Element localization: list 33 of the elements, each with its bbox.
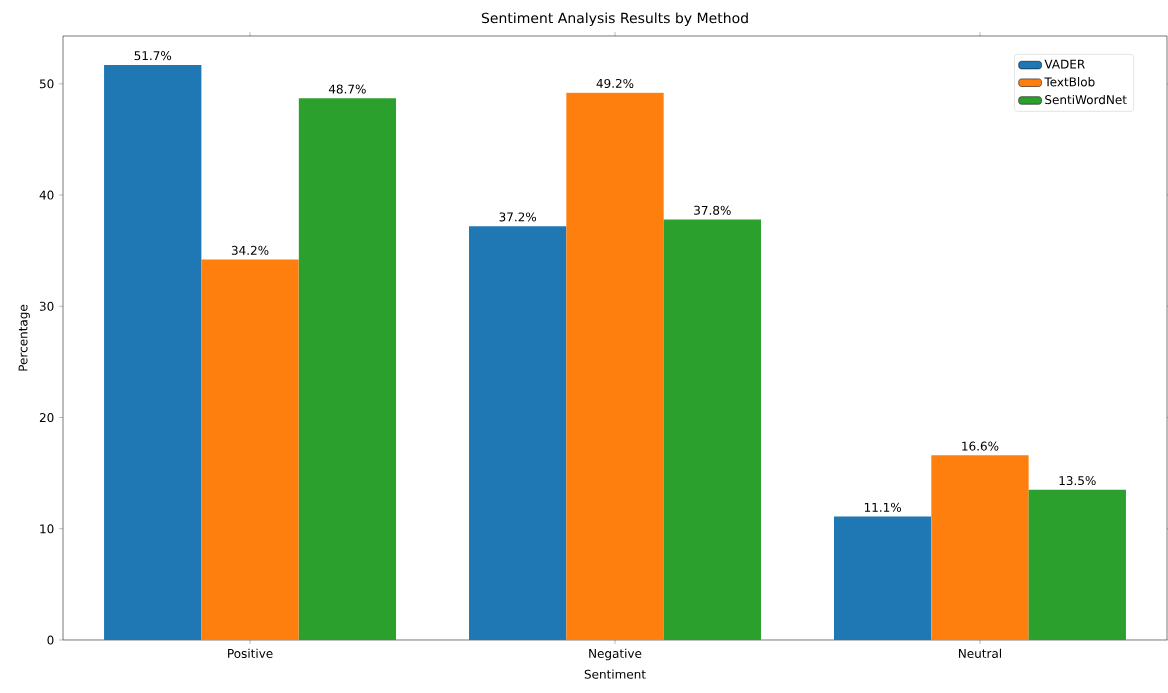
legend-label: VADER (1044, 59, 1085, 69)
data-label: 49.2% (596, 78, 634, 89)
legend-label: TextBlob (1044, 77, 1095, 87)
y-tick-label: 40 (39, 190, 54, 200)
bar (1028, 489, 1126, 640)
bar (469, 226, 567, 640)
bar (833, 516, 932, 640)
x-tick-label: Neutral (958, 648, 1001, 658)
x-tick-label: Negative (589, 648, 642, 661)
data-label: 16.6% (962, 441, 999, 451)
y-tick-label: 50 (39, 79, 54, 89)
bar (201, 259, 299, 640)
data-label: 13.5% (1059, 476, 1096, 486)
y-tick-label: 30 (39, 301, 54, 311)
x-axis-title: Sentiment (584, 669, 646, 679)
bar (104, 64, 202, 640)
bar (931, 455, 1029, 640)
x-tick-label: Positive (228, 648, 273, 658)
y-tick-label: 10 (40, 524, 54, 534)
data-label: 51.7% (134, 51, 172, 61)
data-label: 37.8% (694, 205, 731, 215)
y-tick-label: 20 (39, 412, 54, 423)
data-label: 34.2% (231, 245, 269, 255)
y-tick-label: 0 (47, 635, 54, 645)
bar (298, 98, 397, 640)
bar (566, 92, 664, 640)
legend-label: SentiWordNet (1045, 94, 1127, 105)
data-label: 48.7% (328, 84, 366, 94)
data-label: 11.1% (864, 502, 902, 512)
data-label: 37.2% (499, 212, 537, 222)
bar (663, 219, 761, 640)
chart-title: Sentiment Analysis Results by Method (481, 12, 748, 26)
y-axis-title: Percentage (18, 304, 30, 371)
